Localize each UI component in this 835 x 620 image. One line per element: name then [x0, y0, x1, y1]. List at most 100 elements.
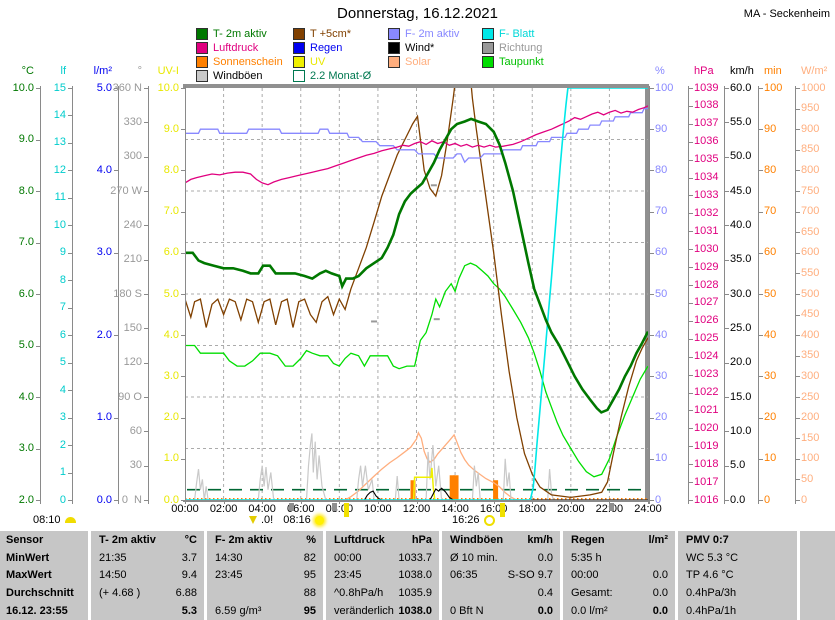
- axis-tick-label: 15: [53, 81, 66, 94]
- series-windb-en: [185, 433, 648, 500]
- axis-tick-label: 1030: [694, 242, 719, 255]
- legend-swatch-icon: [293, 56, 305, 68]
- table-row: 06:35 S-SO 9.7: [442, 566, 560, 584]
- table-cell: 0 Bft N: [450, 604, 484, 617]
- x-axis-label: 16:00: [479, 503, 508, 515]
- series-t-5cm: [185, 88, 648, 499]
- table-row: 88: [207, 584, 323, 602]
- table-row-label: MaxWert: [0, 566, 88, 584]
- axis-tick-label: 650: [801, 225, 820, 238]
- table-cell: hPa: [411, 533, 432, 546]
- table-cell: ^0.8hPa/h: [334, 586, 384, 599]
- table-row: 23:45 1038.0: [326, 566, 439, 584]
- axis-tick-label: 60: [129, 424, 142, 437]
- axis-event-marker: [344, 503, 350, 517]
- axis-title: UV-I: [157, 65, 179, 77]
- table-cell: Ø 10 min.: [450, 551, 498, 564]
- legend-label: UV: [310, 55, 326, 68]
- legend-item: Sonnenschein: [196, 56, 283, 68]
- axis-tick-label: 5.0: [96, 81, 112, 94]
- axis-tick-label: 1024: [694, 350, 719, 363]
- axis-event-marker: [609, 503, 615, 511]
- table-row: [800, 602, 835, 620]
- axis-tick-label: 100: [655, 81, 674, 94]
- legend-swatch-icon: [293, 28, 305, 40]
- axis-tick-label: 350: [801, 349, 820, 362]
- table-cell: 0.0 l/m²: [571, 604, 608, 617]
- axis-tick-label: 1033: [694, 188, 719, 201]
- table-row: [800, 566, 835, 584]
- legend-swatch-icon: [293, 70, 305, 82]
- table-row: 0.4: [442, 584, 560, 602]
- x-axis-label: 02:00: [209, 503, 238, 515]
- axis-tick-label: 550: [801, 266, 820, 279]
- table-column-group: PMV 0:7 WC 5.3 °C TP 4.6 °C 0.4hPa/3h 0.4hPa…: [678, 531, 797, 620]
- axis-line: [185, 86, 186, 504]
- axis-tick-label: 40: [764, 328, 777, 341]
- table-cell: 1033.7: [398, 551, 432, 564]
- axis-tick-label: 2.0: [163, 411, 179, 424]
- axis-tick-label: 0.0: [96, 493, 112, 506]
- frost-text: .0!: [261, 514, 274, 526]
- legend-label: Wind*: [405, 41, 435, 54]
- axis-tick-label: 60: [764, 246, 777, 259]
- axis-tick-label: 900: [801, 122, 820, 135]
- axis-tick-label: 6: [59, 328, 66, 341]
- axis-tick-label: 1020: [694, 421, 719, 434]
- axis-line: [649, 86, 650, 504]
- x-axis-label: 18:00: [518, 503, 547, 515]
- legend-swatch-icon: [482, 42, 494, 54]
- axis-tick-label: 10.0: [12, 81, 34, 94]
- table-cell: 9.4: [181, 569, 197, 582]
- legend-item: Richtung: [482, 42, 542, 54]
- table-cell: 95: [303, 569, 316, 582]
- table-cell: WC 5.3 °C: [686, 551, 739, 564]
- axis-tick-label: 1039: [694, 81, 719, 94]
- axis-tick-label: 20: [655, 411, 668, 424]
- legend-item: T- 2m aktiv: [196, 28, 267, 40]
- legend-item: Luftdruck: [196, 42, 258, 54]
- plot-top-border: [183, 84, 649, 88]
- axis-tick-label: 9.0: [163, 122, 179, 135]
- table-column-group: T- 2m aktiv °C 21:35 3.7 14:50 9.4 (+ 4.68 ) 6.…: [91, 531, 204, 620]
- sunrise-marker: .0! 08:16: [249, 514, 324, 526]
- axis-tick-label: 8.0: [163, 163, 179, 176]
- axis-tick-label: 55.0: [730, 115, 752, 128]
- axis-tick-label: 1035: [694, 153, 719, 166]
- table-row: veränderlich 1038.0: [326, 602, 439, 620]
- station-label: MA - Seckenheim: [743, 8, 830, 20]
- x-axis-label: 10:00: [364, 503, 392, 515]
- axis-tick-label: 8.0: [18, 184, 34, 197]
- series-f-2m-aktiv: [185, 107, 648, 164]
- legend-item: Regen: [293, 42, 342, 54]
- axis-tick-label: 45.0: [730, 184, 752, 197]
- table-cell: 1038.0: [398, 569, 432, 582]
- axis-tick-label: 1031: [694, 224, 719, 237]
- axis-tick-label: 50: [764, 287, 777, 300]
- table-cell: (+ 4.68 ): [99, 586, 141, 599]
- table-row: 23:45 95: [207, 566, 323, 584]
- sunset-marker: 16:26: [452, 514, 495, 526]
- axis-tick-label: 950: [801, 102, 820, 115]
- legend-item: Wind*: [388, 42, 434, 54]
- axis-tick-label: 1034: [694, 171, 719, 184]
- table-row: Luftdruck hPa: [326, 531, 439, 549]
- table-cell: veränderlich: [334, 604, 394, 617]
- legend-swatch-icon: [388, 42, 400, 54]
- series-solar: [185, 431, 648, 500]
- axis-event-marker: [331, 503, 337, 511]
- sunshine-bar: [449, 475, 455, 500]
- weather-chart: [185, 88, 648, 500]
- sunrise-time: 08:16: [283, 514, 311, 526]
- axis-tick-label: 0: [59, 493, 66, 506]
- stats-table: Sensor MinWert MaxWert Durchschnitt 16.12. 2…: [0, 531, 835, 620]
- legend-swatch-icon: [196, 70, 208, 82]
- axis-title: lf: [60, 65, 67, 77]
- table-row: 00:00 1033.7: [326, 549, 439, 567]
- table-cell: °C: [184, 533, 197, 546]
- table-cell: 0.0: [652, 604, 668, 617]
- legend-swatch-icon: [388, 56, 400, 68]
- legend-swatch-icon: [293, 42, 305, 54]
- table-row: 5:35 h: [563, 549, 675, 567]
- axis-tick-label: 850: [801, 143, 820, 156]
